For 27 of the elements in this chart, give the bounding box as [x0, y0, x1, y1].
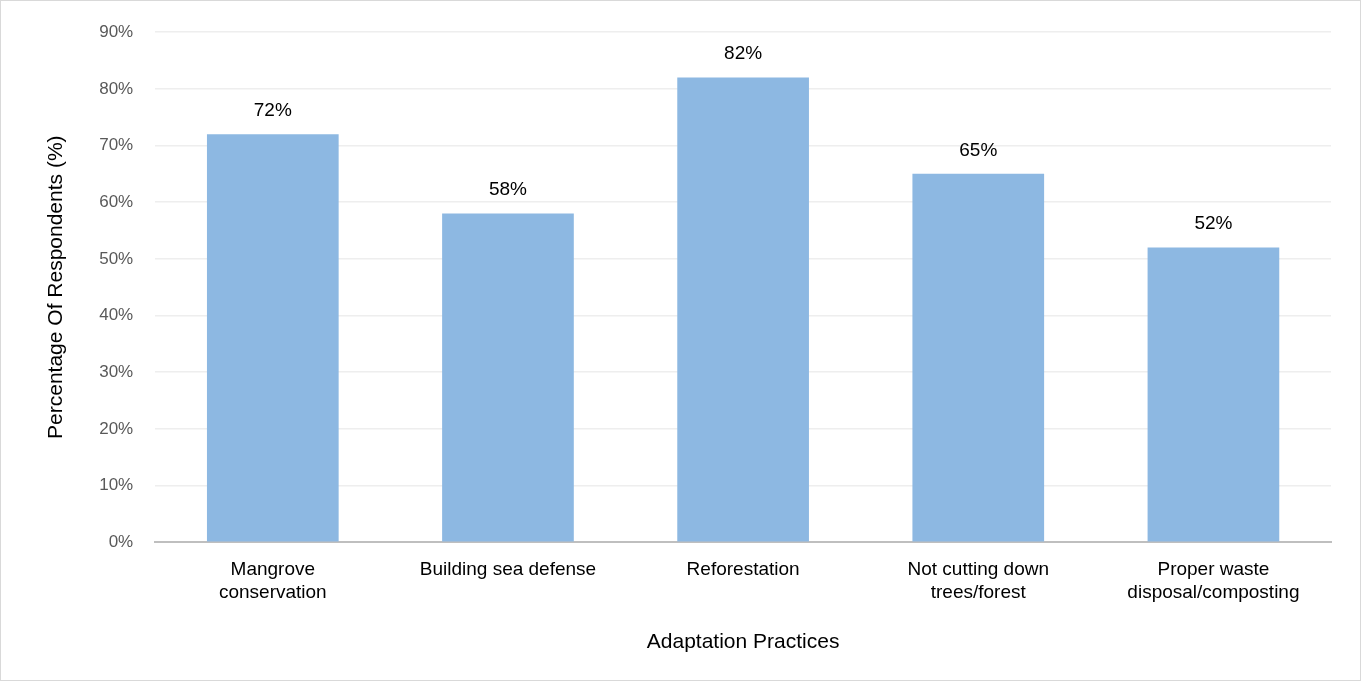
data-label: 58% — [488, 178, 528, 200]
y-tick-label: 10% — [99, 475, 134, 495]
data-label: 52% — [1194, 212, 1233, 234]
y-axis-title: Percentage Of Respondents (%) — [43, 135, 67, 439]
y-tick-label: 20% — [99, 418, 134, 438]
y-tick-label: 90% — [99, 21, 134, 41]
bar — [442, 213, 574, 542]
y-tick-label: 50% — [99, 248, 134, 268]
y-tick-label: 30% — [99, 361, 134, 381]
y-tick-label: 70% — [99, 135, 134, 155]
y-tick-label: 60% — [99, 191, 134, 211]
x-axis-title: Adaptation Practices — [646, 629, 840, 653]
x-tick-label: Mangrove conservation — [218, 557, 327, 602]
y-tick-label: 40% — [99, 305, 134, 325]
data-label: 82% — [724, 42, 763, 64]
y-tick-label: 0% — [108, 531, 134, 551]
x-tick-label: Reforestation — [686, 557, 800, 579]
bar — [912, 173, 1045, 542]
bar — [206, 134, 339, 542]
data-label: 72% — [253, 98, 292, 120]
bar — [677, 77, 809, 542]
x-tick-label: Not cutting down trees/forest — [907, 557, 1050, 602]
data-label: 65% — [959, 138, 998, 160]
x-tick-label: Proper waste disposal/composting — [1127, 557, 1300, 602]
bar — [1147, 247, 1280, 542]
y-tick-label: 80% — [99, 78, 134, 98]
x-tick-label: Building sea defense — [419, 557, 597, 579]
